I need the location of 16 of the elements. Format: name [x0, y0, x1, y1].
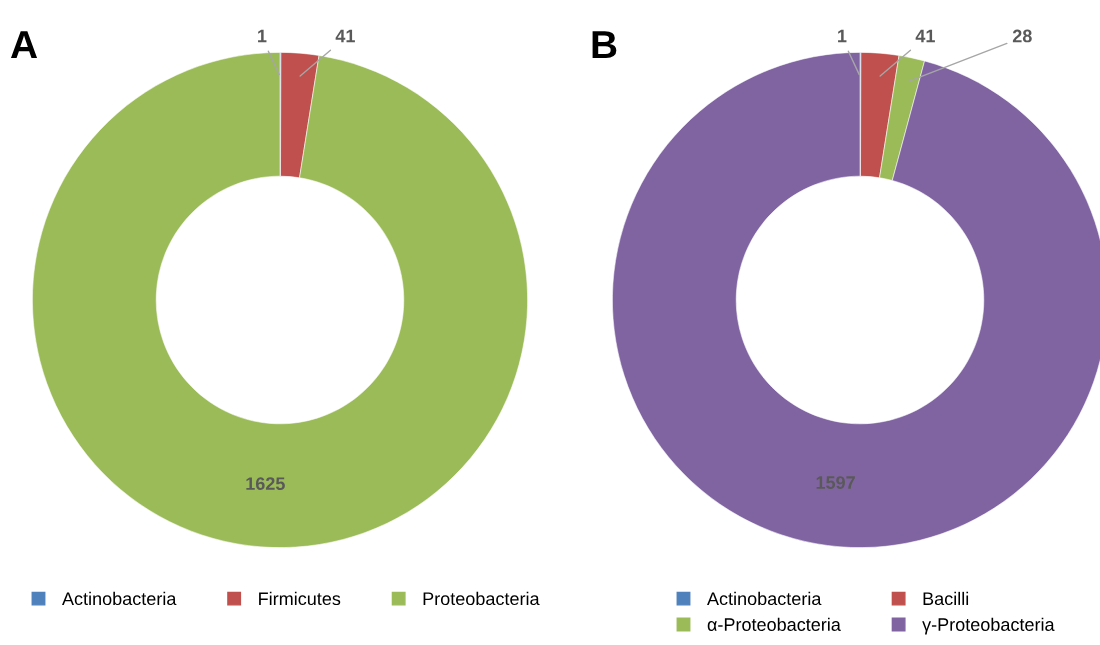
- legend-label: Proteobacteria: [423, 591, 540, 606]
- chart-title: A: [10, 31, 38, 59]
- chart-title: B: [592, 31, 617, 59]
- data-label: 41: [335, 29, 355, 43]
- data-label: 28: [1012, 29, 1032, 43]
- legend-label: α-Proteobacteria: [707, 617, 841, 631]
- data-label: 41: [915, 29, 935, 43]
- legend-label: Bacilli: [923, 591, 969, 606]
- data-label: 1625: [246, 477, 285, 490]
- legend-label: Actinobacteria: [62, 591, 177, 606]
- data-label: 1: [258, 29, 267, 43]
- data-label: 1597: [816, 476, 855, 489]
- legend-label: γ-Proteobacteria: [922, 617, 1055, 635]
- data-label: 1: [838, 29, 847, 43]
- legend-label: Firmicutes: [259, 591, 341, 606]
- legend-label: Actinobacteria: [707, 591, 822, 606]
